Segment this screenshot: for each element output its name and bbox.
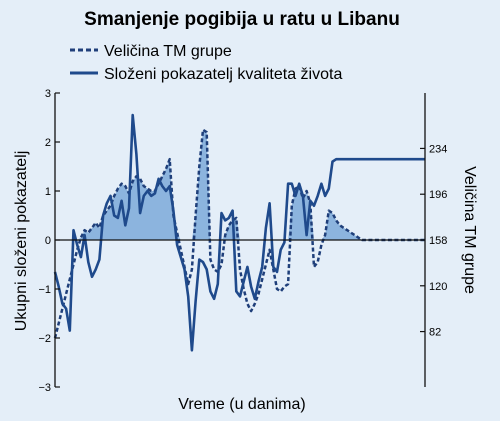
y-tick-label: 1 xyxy=(45,186,51,198)
y-tick-label: 3 xyxy=(45,88,51,100)
y2-tick-label: 120 xyxy=(429,281,447,293)
y-axis-label: Ukupni složeni pokazatelj xyxy=(13,151,30,332)
x-axis-label: Vreme (u danima) xyxy=(178,396,305,413)
y2-axis-label: Veličina TM grupe xyxy=(461,166,478,294)
y2-tick-label: 234 xyxy=(429,143,447,155)
y-tick-label: −3 xyxy=(38,382,51,394)
y-tick-label: −1 xyxy=(38,284,51,296)
chart-title: Smanjenje pogibija u ratu u Libanu xyxy=(84,9,400,30)
series-line-quality xyxy=(53,113,425,352)
y2-tick-label: 82 xyxy=(429,327,441,339)
axes-layer: 3 2 1 0 −1 −2 −3 234 196 158 120 82 xyxy=(38,88,447,394)
y-tick-label: 2 xyxy=(45,137,51,149)
y2-tick-label: 196 xyxy=(429,189,447,201)
y-tick-label: 0 xyxy=(45,235,51,247)
legend-label-quality: Složeni pokazatelj kvaliteta života xyxy=(104,66,342,83)
y-tick-label: −2 xyxy=(38,333,51,345)
legend: Veličina TM grupe Složeni pokazatelj kva… xyxy=(70,43,342,83)
y2-tick-label: 158 xyxy=(429,235,447,247)
fill-layer xyxy=(55,129,425,240)
positive-area-fill xyxy=(55,129,425,240)
legend-label-tm-group: Veličina TM grupe xyxy=(104,43,232,60)
